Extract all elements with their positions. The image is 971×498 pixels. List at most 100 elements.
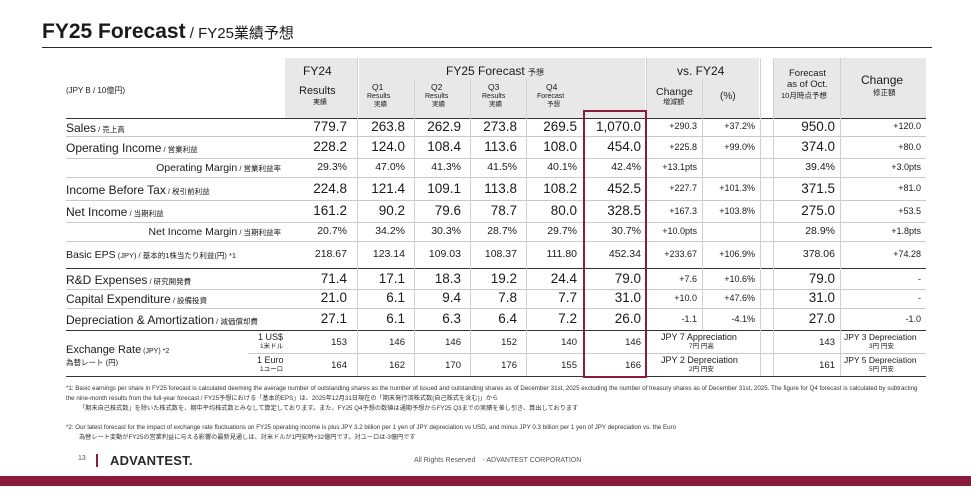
cell-q2: 262.9 xyxy=(427,118,461,134)
cell-q4: 7.2 xyxy=(558,311,577,327)
header-shade-fy24 xyxy=(285,58,357,118)
cell-chg2: +120.0 xyxy=(893,121,921,131)
cell-q2: 41.3% xyxy=(431,161,461,174)
fx-label-text: Exchange Rate xyxy=(66,344,142,356)
title-sub: / FY25業績予想 xyxy=(185,25,294,42)
cell-chg2: +53.5 xyxy=(898,205,921,216)
row-label-jp: / 当期利益 xyxy=(127,209,164,218)
fx-usd-chg2-jp: 3円 円安 xyxy=(869,343,894,350)
q3-sub: Results xyxy=(482,93,506,100)
cell-q3: 78.7 xyxy=(490,203,517,219)
cell-oct: 27.0 xyxy=(808,311,835,327)
fx-eur-oct: 161 xyxy=(819,360,835,371)
fx-usd-q3: 152 xyxy=(501,337,517,348)
cell-chg2: +74.28 xyxy=(893,249,921,259)
row-label-jp: (JPY) / 基本的1株当たり利益(円) *1 xyxy=(115,250,237,260)
row-line-2 xyxy=(66,158,926,159)
oct-header-jp: 10月時点予想 xyxy=(781,91,827,100)
cell-fy24: 27.1 xyxy=(320,311,347,327)
row-label-jp: / 売上高 xyxy=(96,124,125,134)
cell-fy24: 29.3% xyxy=(317,161,347,174)
row-label: Operating Margin / 営業利益率 xyxy=(156,162,281,174)
row-label: Sales / 売上高 xyxy=(66,122,125,134)
cell-q4: 7.7 xyxy=(558,290,577,306)
cell-q4: 269.5 xyxy=(543,118,577,134)
fx-usd-fy24: 153 xyxy=(331,337,347,348)
cell-fy24: 228.2 xyxy=(313,139,347,155)
fx-usd-oct: 143 xyxy=(819,337,835,348)
advantest-logo: ADVANTEST. xyxy=(110,453,193,468)
cell-q2: 6.3 xyxy=(442,311,461,327)
row-label-jp: / 税引前利益 xyxy=(165,186,210,196)
cell-pct: +99.0% xyxy=(724,141,755,152)
cell-fy25: 328.5 xyxy=(607,203,641,219)
cell-q1: 17.1 xyxy=(378,271,405,287)
cell-q2: 109.1 xyxy=(427,180,461,196)
cell-oct: 39.4% xyxy=(805,161,835,174)
col-div-fy24 xyxy=(357,58,358,376)
cell-q1: 6.1 xyxy=(386,290,405,306)
row-line-9 xyxy=(66,308,926,309)
footnote-2: *2: Our latest forecast for the impact o… xyxy=(66,423,926,443)
q1-header: Q1 xyxy=(372,82,384,92)
footnote-2-jp: 為替レート変動がFY25の営業利益に与える影響の最新見通しは、対米ドルが1円安時… xyxy=(79,434,416,441)
cell-oct: 31.0 xyxy=(808,290,835,306)
cell-chg2: - xyxy=(918,292,921,303)
cell-q1: 263.8 xyxy=(371,118,405,134)
row-label: R&D Expenses / 研究開発費 xyxy=(66,274,191,286)
row-label-jp: / 設備投資 xyxy=(170,296,207,305)
change2-header: Change xyxy=(861,73,904,87)
cell-oct: 79.0 xyxy=(808,271,835,287)
fx-usd-chg2: JPY 3 Depreciation xyxy=(844,332,917,342)
q1-sub: Results xyxy=(367,93,391,100)
fx-eur-chg2-jp: 5円 円安 xyxy=(869,366,894,373)
cell-q2: 9.4 xyxy=(442,290,461,306)
cell-q3: 6.4 xyxy=(498,311,517,327)
fx-eur-q3: 176 xyxy=(501,360,517,371)
row-label-text: Depreciation & Amortization xyxy=(66,313,215,327)
fx-eur-q4: 155 xyxy=(561,360,577,371)
row-label: Income Before Tax / 税引前利益 xyxy=(66,184,210,196)
cell-q4: 40.1% xyxy=(547,161,577,174)
cell-fy25: 454.0 xyxy=(607,139,641,155)
cell-q2: 79.6 xyxy=(434,203,461,219)
footnote-1: *1: Basic earnings per share in FY25 for… xyxy=(66,384,926,414)
cell-oct: 378.06 xyxy=(802,248,835,261)
q2-header: Q2 xyxy=(431,82,443,92)
cell-chg: +13.1pts xyxy=(662,162,697,172)
cell-q4: 80.0 xyxy=(550,203,577,219)
q2-jp: 実績 xyxy=(432,101,445,108)
cell-fy25: 452.5 xyxy=(607,180,641,196)
fx-eur-q1: 162 xyxy=(389,360,405,371)
cell-fy24: 20.7% xyxy=(317,225,347,238)
cell-q4: 29.7% xyxy=(547,225,577,238)
cell-q4: 24.4 xyxy=(550,271,577,287)
fy24-results-header: Results xyxy=(299,85,336,97)
row-label: Basic EPS (JPY) / 基本的1株当たり利益(円) *1 xyxy=(66,248,237,261)
cell-q3: 28.7% xyxy=(487,225,517,238)
bottom-brand-bar xyxy=(0,476,971,486)
cell-chg2: +3.0pts xyxy=(891,162,921,172)
cell-q4: 108.2 xyxy=(543,180,577,196)
cell-q2: 18.3 xyxy=(434,271,461,287)
cell-q1: 121.4 xyxy=(371,180,405,196)
cell-chg: +10.0pts xyxy=(662,226,697,236)
cell-q1: 34.2% xyxy=(375,225,405,238)
fx-usd-vs: JPY 7 Appreciation xyxy=(661,332,737,342)
row-line-5 xyxy=(66,222,926,223)
fx-usd-label: 1 US$ xyxy=(258,332,284,342)
cell-q3: 273.8 xyxy=(483,118,517,134)
cell-chg2: - xyxy=(918,273,921,284)
table-bottom-rule xyxy=(66,376,926,377)
fx-label-jp: 為替レート (円) xyxy=(66,358,119,367)
fx-eur-q2: 170 xyxy=(445,360,461,371)
row-label-text: Net Income Margin xyxy=(148,225,238,238)
cell-q1: 124.0 xyxy=(371,139,405,155)
oct-header-1: Forecast xyxy=(789,68,826,79)
row-label-text: Sales xyxy=(66,120,97,135)
fx-split-line xyxy=(248,353,926,354)
oct-header-2: as of Oct. xyxy=(787,79,828,90)
row-label-text: Basic EPS xyxy=(66,248,116,261)
cell-fy25: 79.0 xyxy=(614,271,641,287)
cell-q3: 113.6 xyxy=(484,139,517,155)
